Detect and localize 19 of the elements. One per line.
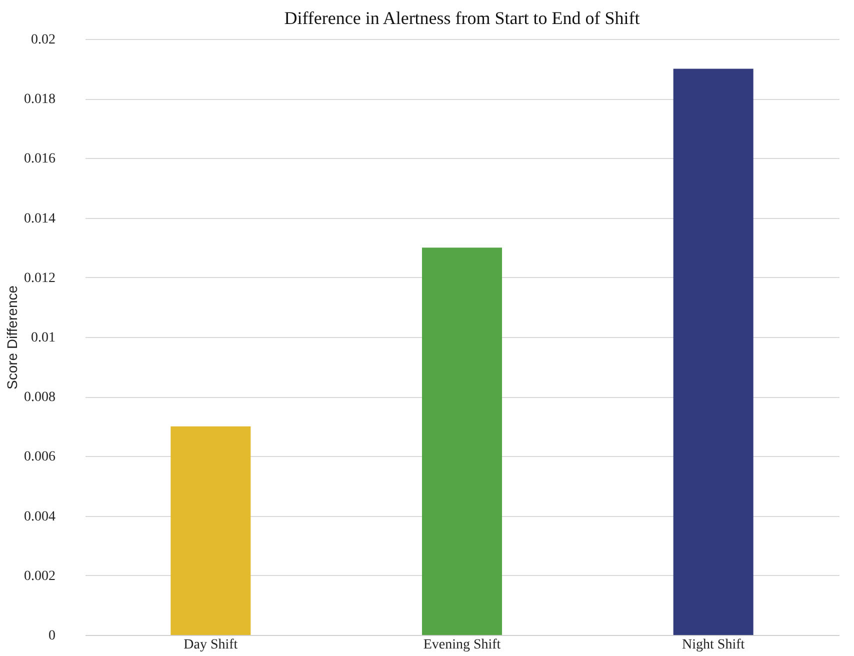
y-tick-label: 0.012 [24,270,56,286]
y-tick-label: 0.006 [24,450,56,465]
x-tick-label: Day Shift [184,638,238,652]
bar [673,68,754,635]
y-tick-label: 0.02 [31,32,56,48]
y-tick-label: 0.016 [24,152,56,167]
bar [422,248,502,635]
y-tick-label: 0.014 [24,211,56,226]
y-axis-title: Score Difference [4,285,20,390]
y-tick-label: 0 [48,628,56,644]
y-tick-label: 0.018 [24,92,56,108]
y-tick-label: 0.004 [24,509,56,524]
y-tick-label: 0.008 [24,390,56,406]
x-tick-label: Evening Shift [423,638,501,652]
chart-title: Difference in Alertness from Start to End of Shift [284,8,640,28]
x-tick-label: Night Shift [682,638,745,652]
bar [170,426,251,635]
y-tick-label: 0.01 [31,330,56,346]
y-tick-label: 0.002 [24,568,56,584]
